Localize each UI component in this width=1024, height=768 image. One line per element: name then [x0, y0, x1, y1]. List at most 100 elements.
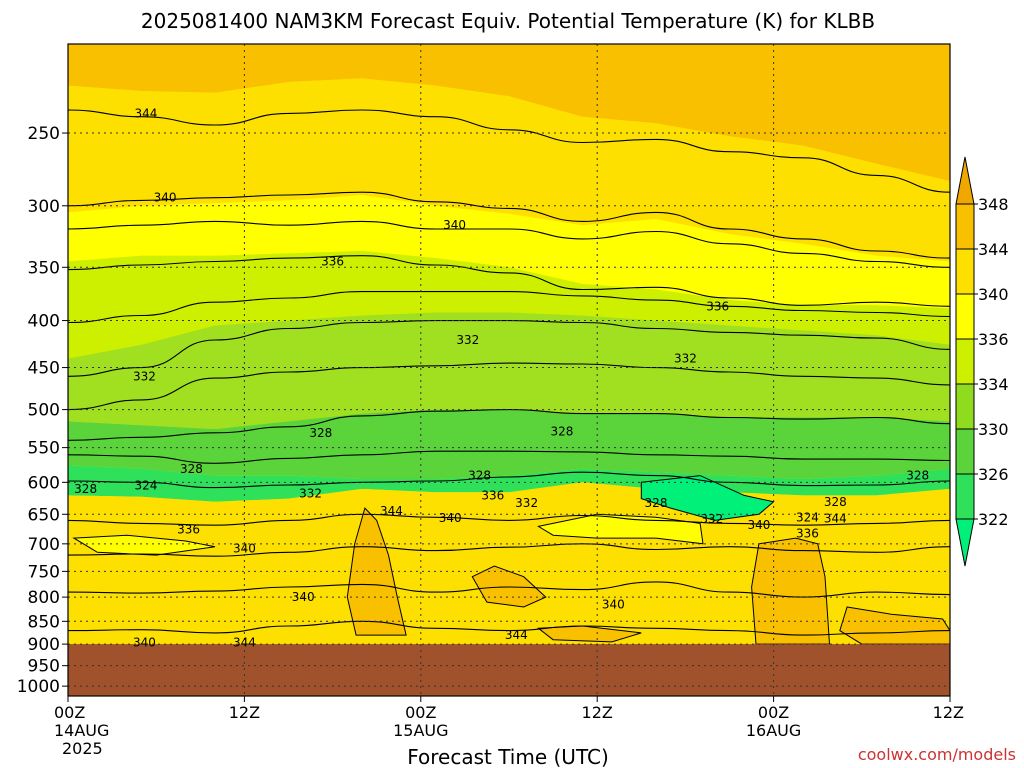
watermark[interactable]: coolwx.com/models: [858, 745, 1016, 764]
x-tick-date: 14AUG: [54, 721, 109, 740]
colorbar-segment: [955, 293, 975, 340]
x-tick-date: 16AUG: [746, 721, 801, 740]
contour-label: 344: [380, 504, 403, 518]
contour-line-336: [68, 291, 950, 324]
x-axis-label: Forecast Time (UTC): [407, 745, 609, 768]
contour-label: 328: [309, 426, 332, 440]
contour-label: 340: [439, 511, 462, 525]
contour-label: 328: [906, 469, 929, 483]
contour-line-332: [68, 320, 950, 377]
x-tick-label: 12Z: [933, 703, 964, 722]
y-tick-label: 350: [28, 258, 60, 278]
contour-label: 332: [133, 369, 156, 383]
y-tick-label: 700: [28, 535, 60, 555]
contour-label: 344: [134, 106, 157, 120]
contour-label: 340: [747, 518, 770, 532]
y-tick-label: 400: [28, 312, 60, 332]
contour-line-332: [68, 362, 950, 411]
contour-line-336: [68, 513, 950, 526]
y-tick-label: 600: [28, 473, 60, 493]
contour-line-344: [68, 109, 950, 193]
chart-title: 2025081400 NAM3KM Forecast Equiv. Potent…: [141, 9, 875, 33]
theta-e-band: [68, 312, 950, 430]
theta-e-patch: [537, 513, 704, 545]
colorbar-label: 344: [978, 240, 1009, 259]
contour-label: 332: [456, 333, 479, 347]
contour-line-340: [68, 220, 950, 268]
contour-line-340: [68, 191, 950, 259]
contour-line-340: [68, 581, 950, 598]
contour-labels: 344 340 340 336 336 332 332 332 328 328 328 328 328 3…: [74, 106, 929, 649]
theta-e-patch: [72, 534, 216, 556]
contour-label: 324: [796, 510, 819, 524]
y-tick-label: 1000: [17, 677, 60, 697]
x-tick-label: 00Z: [405, 703, 436, 722]
colorbar-segment: [955, 473, 975, 520]
colorbar-segment: [955, 428, 975, 475]
x-tick-year: 2025: [62, 739, 103, 758]
y-tick-label: 650: [28, 505, 60, 525]
y-tick-label: 550: [28, 439, 60, 459]
contour-label: 344: [505, 628, 528, 642]
contour-label: 328: [468, 469, 491, 483]
contour-label: 344: [233, 635, 256, 649]
colorbar-label: 336: [978, 330, 1009, 349]
contour-label: 340: [443, 218, 466, 232]
colorbar-segment: [955, 248, 975, 295]
contour-line-340: [68, 543, 950, 557]
plot-frame: [67, 43, 951, 697]
contour-label: 336: [481, 488, 504, 502]
colorbar-segment: [955, 383, 975, 430]
contour-label: 328: [824, 495, 847, 509]
y-tick-label: 950: [28, 657, 60, 677]
ground-below-surface: [68, 644, 950, 696]
plot-area: [68, 44, 950, 696]
contour-label: 332: [700, 512, 723, 526]
contour-label: 340: [292, 590, 315, 604]
colorbar-label: 326: [978, 465, 1009, 484]
y-tick-label: 900: [28, 635, 60, 655]
contour-label: 336: [706, 299, 729, 313]
theta-e-band: [68, 251, 950, 359]
contour-line-324: [68, 471, 950, 489]
contour-label: 336: [321, 255, 344, 269]
colorbar-segment: [955, 203, 975, 250]
contour-label: 340: [133, 635, 156, 649]
y-tick-label: 500: [28, 401, 60, 421]
colorbar-segment: [955, 338, 975, 385]
x-tick-label: 00Z: [758, 703, 789, 722]
x-tick-label: 00Z: [54, 703, 85, 722]
colorbar-label: 330: [978, 420, 1009, 439]
theta-e-patch: [839, 606, 950, 645]
colorbar-label: 322: [978, 510, 1009, 529]
x-tick-label: 12Z: [229, 703, 260, 722]
x-tick-label: 12Z: [582, 703, 613, 722]
contour-label: 336: [177, 522, 200, 536]
contour-label: 328: [180, 462, 203, 476]
theta-e-band: [68, 78, 950, 262]
colorbar-legend: 348 344 340 336 334 330 326 322: [955, 156, 1009, 567]
theta-e-band: [68, 44, 950, 182]
contour-line-344: [68, 620, 950, 636]
contour-label: 344: [824, 512, 847, 526]
theta-e-patch: [346, 507, 407, 636]
y-axis: 250 300 350 400 450 500 550 600 650 700 750 800 850 9…: [17, 124, 68, 697]
y-tick-label: 800: [28, 588, 60, 608]
theta-e-patch: [751, 537, 831, 645]
colorbar-extend-bottom: [955, 518, 975, 567]
contour-line-328: [68, 450, 950, 464]
y-tick-label: 850: [28, 612, 60, 632]
colorbar-label: 340: [978, 285, 1009, 304]
theta-e-band: [68, 195, 950, 309]
contour-label: 332: [674, 352, 697, 366]
contour-label: 340: [602, 598, 625, 612]
contour-label: 328: [550, 424, 573, 438]
contour-label: 336: [796, 526, 819, 540]
y-tick-label: 250: [28, 124, 60, 144]
colorbar-label: 348: [978, 195, 1009, 214]
contour-label: 324: [134, 479, 157, 493]
colorbar-label: 334: [978, 375, 1009, 394]
contour-label: 328: [74, 482, 97, 496]
